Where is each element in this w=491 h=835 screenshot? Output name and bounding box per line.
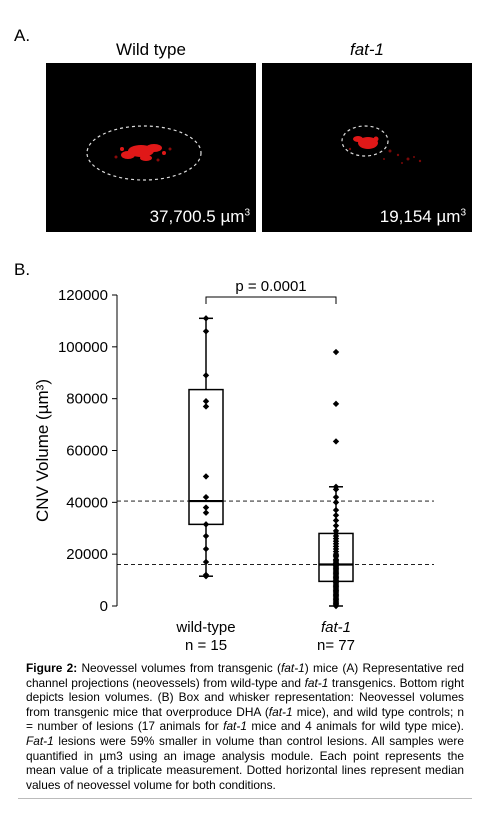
figure-caption: Figure 2: Neovessel volumes from transge… bbox=[18, 655, 472, 800]
x-category-label: fat-1 bbox=[321, 619, 351, 636]
micrograph-wild-type-image bbox=[86, 125, 202, 181]
data-point bbox=[332, 348, 340, 356]
y-axis-label: CNV Volume (µm³) bbox=[33, 379, 52, 522]
image-title-fat1: fat-1 bbox=[349, 40, 385, 59]
y-tick-label: 100000 bbox=[58, 339, 108, 356]
significance-bracket bbox=[205, 296, 337, 304]
data-point bbox=[202, 509, 210, 516]
box-iqr bbox=[188, 388, 224, 526]
significance-label: p = 0.0001 bbox=[235, 278, 306, 295]
wild-type-volume: 37,700.5 µm3 bbox=[149, 207, 250, 226]
micrograph-fat1-image bbox=[341, 125, 422, 164]
data-point bbox=[202, 372, 210, 379]
fat1-volume: 19,154 µm3 bbox=[379, 207, 466, 226]
caption-italic: fat-1 bbox=[280, 661, 305, 675]
y-tick-label: 0 bbox=[100, 598, 108, 615]
caption-text: transgenics. Bottom right depicts lesion… bbox=[26, 675, 464, 719]
caption-text: mice and 4 animals for wild type mice). bbox=[246, 719, 464, 734]
data-point bbox=[332, 400, 340, 408]
caption-italic: fat-1 bbox=[304, 675, 329, 690]
data-point bbox=[202, 521, 210, 528]
y-tick-label: 40000 bbox=[66, 494, 108, 511]
image-title-wild-type: Wild type bbox=[116, 40, 186, 59]
y-tick-label: 120000 bbox=[58, 287, 108, 304]
micrograph-wild-type: 37,700.5 µm3 bbox=[46, 63, 256, 232]
caption-italic: Fat-1 bbox=[26, 733, 54, 748]
caption-lead: Figure 2: bbox=[26, 661, 78, 675]
data-point bbox=[202, 315, 210, 322]
caption-italic: fat-1 bbox=[223, 719, 247, 734]
panel-b-label: B. bbox=[14, 260, 31, 279]
micrograph-fat1: 19,154 µm3 bbox=[262, 63, 472, 232]
caption-text: Neovessel volumes from transgenic ( bbox=[77, 661, 281, 675]
data-point bbox=[332, 602, 340, 610]
data-point bbox=[202, 532, 210, 540]
data-point bbox=[332, 499, 340, 506]
data-point bbox=[332, 493, 340, 501]
data-point bbox=[202, 403, 210, 410]
data-point bbox=[332, 486, 340, 493]
data-point bbox=[332, 438, 340, 445]
caption-text: lesions were 59% smaller in volume than … bbox=[26, 733, 464, 792]
caption-italic: fat-1 bbox=[268, 704, 293, 719]
x-category-label: wild-type bbox=[175, 619, 235, 636]
data-point bbox=[202, 473, 210, 480]
panel-a-label: A. bbox=[14, 26, 31, 45]
box-plot-chart: 0 20000 40000 60000 80000 100000 120000 CNV Vol… bbox=[33, 278, 434, 654]
x-n-label: n = 15 bbox=[185, 637, 227, 654]
x-n-label: n= 77 bbox=[317, 637, 355, 654]
data-point bbox=[202, 504, 210, 511]
caption-text: mice), and wild type controls; n = numbe… bbox=[26, 704, 464, 734]
y-tick-label: 60000 bbox=[66, 443, 108, 460]
data-point bbox=[202, 493, 210, 501]
data-point bbox=[202, 328, 210, 335]
data-point bbox=[202, 545, 210, 553]
caption-text: ) mice (A) Representative red channel pr… bbox=[26, 661, 464, 690]
data-point bbox=[332, 522, 340, 529]
y-tick-label: 80000 bbox=[66, 391, 108, 408]
data-point bbox=[202, 558, 210, 566]
y-tick-label: 20000 bbox=[66, 546, 108, 563]
data-point bbox=[332, 506, 340, 514]
